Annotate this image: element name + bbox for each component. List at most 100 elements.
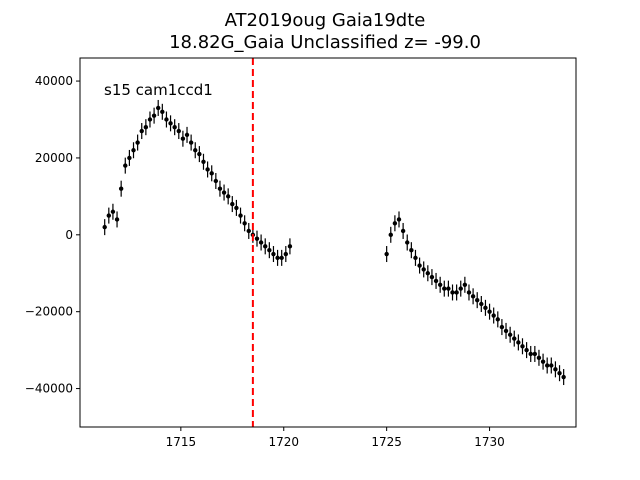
- data-point: [396, 211, 402, 228]
- data-point: [446, 280, 451, 297]
- data-point: [450, 284, 455, 301]
- data-point: [479, 296, 484, 312]
- data-point: [188, 134, 194, 151]
- data-point: [156, 99, 161, 116]
- data-point: [151, 107, 157, 124]
- data-point: [160, 103, 165, 120]
- data-point: [470, 288, 476, 305]
- data-point: [487, 303, 492, 320]
- chart-title-line1: AT2019oug Gaia19dte: [225, 10, 426, 31]
- data-point: [221, 184, 227, 201]
- data-point: [131, 142, 136, 159]
- data-point: [454, 284, 459, 301]
- data-point: [421, 261, 426, 278]
- data-point: [102, 219, 107, 236]
- y-tick-label: 0: [65, 228, 73, 242]
- x-tick-label: 1720: [268, 435, 299, 449]
- data-point: [238, 207, 243, 224]
- data-point: [442, 280, 447, 297]
- data-point: [143, 119, 149, 136]
- data-point: [123, 157, 128, 174]
- data-point: [475, 292, 480, 309]
- data-point: [405, 234, 410, 251]
- data-point: [176, 123, 181, 140]
- data-point: [135, 134, 140, 151]
- data-point: [242, 215, 247, 232]
- x-tick-label: 1725: [371, 435, 402, 449]
- data-point: [400, 222, 406, 239]
- y-axis: −40000 −20000 0 20000 40000: [25, 74, 80, 396]
- data-point: [425, 265, 431, 282]
- data-point: [544, 357, 550, 374]
- data-point: [532, 345, 538, 362]
- data-point: [466, 284, 472, 301]
- data-point: [110, 203, 116, 220]
- plot-frame: [79, 57, 577, 428]
- data-point: [409, 242, 414, 259]
- x-tick-label: 1730: [474, 435, 505, 449]
- data-point: [205, 161, 210, 178]
- data-point: [458, 280, 463, 297]
- y-tick-label: 40000: [35, 74, 73, 88]
- data-point: [168, 115, 173, 132]
- data-point: [540, 353, 546, 370]
- data-point: [139, 123, 144, 140]
- data-point: [287, 238, 293, 255]
- data-point: [275, 249, 280, 266]
- data-point: [267, 242, 272, 259]
- data-point: [462, 276, 468, 293]
- data-point: [536, 349, 542, 366]
- data-point: [184, 126, 190, 143]
- data-point: [413, 249, 418, 266]
- data-points: [102, 99, 566, 386]
- data-point: [217, 180, 223, 197]
- data-point: [225, 188, 231, 205]
- data-point: [437, 276, 443, 293]
- data-point: [279, 249, 284, 266]
- data-point: [549, 357, 554, 374]
- data-point: [507, 326, 513, 343]
- data-point: [512, 330, 517, 347]
- data-point: [209, 165, 214, 182]
- chart-title-line2: 18.82G_Gaia Unclassified z= -99.0: [169, 32, 481, 53]
- data-point: [106, 207, 112, 224]
- data-point: [234, 199, 239, 216]
- data-point: [520, 338, 525, 355]
- data-point: [230, 196, 235, 213]
- data-point: [384, 246, 389, 263]
- data-point: [172, 119, 177, 136]
- data-point: [197, 146, 202, 163]
- data-point: [271, 246, 276, 263]
- data-point: [433, 272, 439, 289]
- data-point: [503, 322, 509, 339]
- data-point: [388, 226, 393, 243]
- data-point: [528, 345, 533, 362]
- data-point: [254, 230, 260, 247]
- data-point: [516, 334, 521, 351]
- y-tick-label: −40000: [25, 382, 73, 396]
- y-tick-label: −20000: [25, 305, 73, 319]
- data-point: [246, 222, 251, 239]
- data-point: [392, 215, 398, 232]
- data-point: [483, 299, 488, 316]
- data-point: [180, 130, 186, 147]
- x-axis: 1715 1720 1725 1730: [166, 427, 505, 449]
- data-point: [557, 365, 562, 382]
- data-point: [495, 311, 500, 328]
- data-point: [429, 269, 435, 286]
- data-point: [258, 234, 264, 251]
- data-point: [213, 173, 219, 189]
- x-tick-label: 1715: [166, 435, 197, 449]
- y-tick-label: 20000: [35, 151, 73, 165]
- data-point: [553, 361, 558, 378]
- data-point: [283, 246, 289, 263]
- data-point: [499, 319, 505, 336]
- data-point: [127, 149, 132, 166]
- data-point: [147, 111, 153, 128]
- data-point: [164, 111, 169, 128]
- data-point: [524, 342, 529, 359]
- data-point: [114, 211, 120, 228]
- data-point: [561, 369, 566, 386]
- camera-annotation: s15 cam1ccd1: [104, 81, 213, 99]
